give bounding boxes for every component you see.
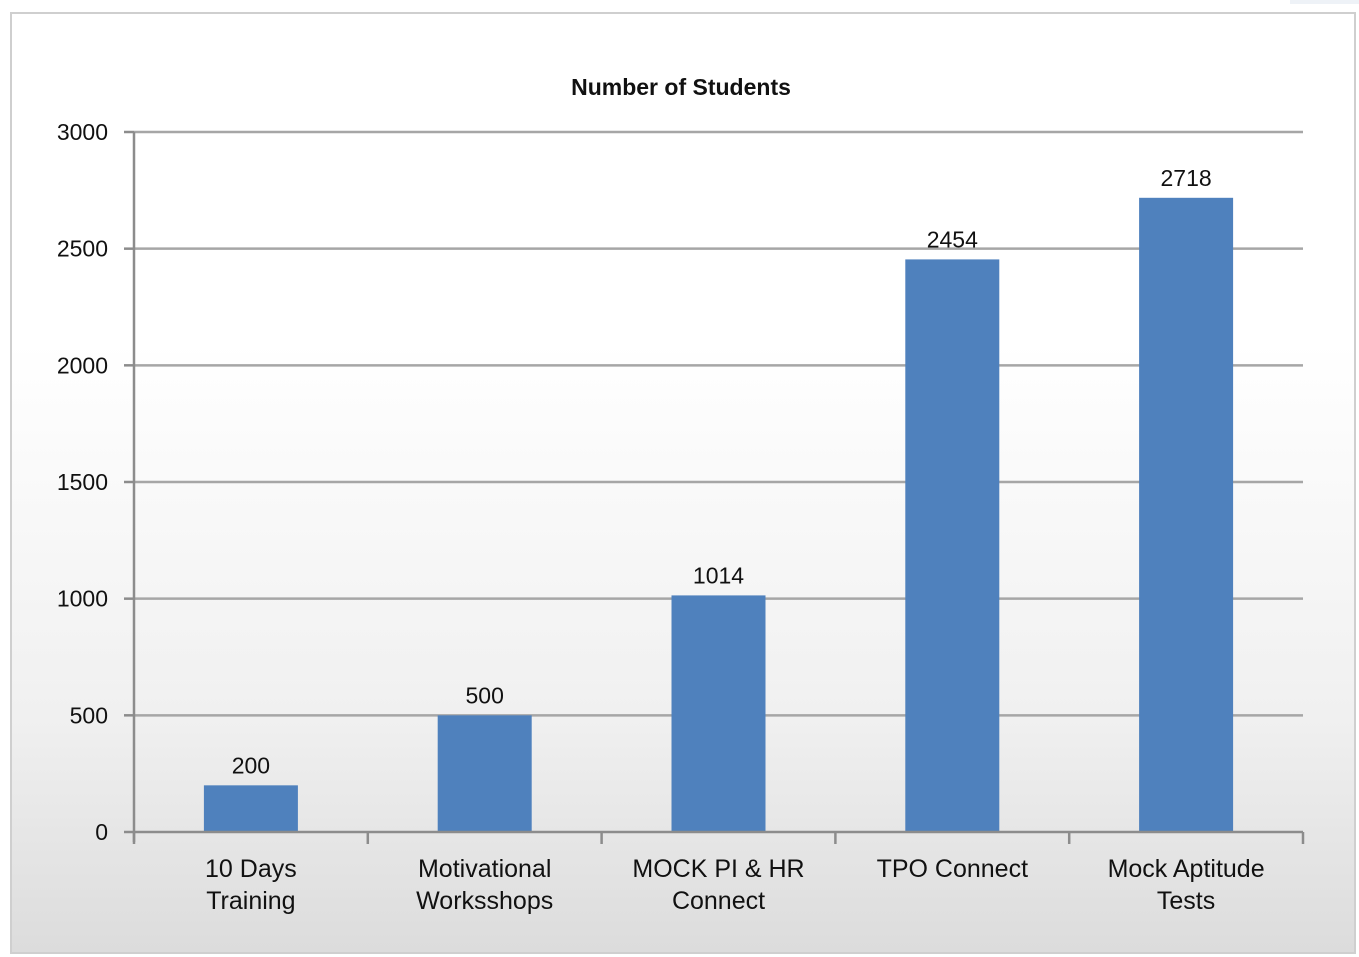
x-category-label: Motivational Worksshops — [416, 855, 553, 915]
x-category-label-line: Tests — [1157, 887, 1215, 915]
bar — [671, 595, 766, 832]
x-category-label: 10 Days Training — [205, 855, 297, 915]
y-tick-label: 500 — [70, 702, 108, 728]
x-category-label-line: TPO Connect — [877, 855, 1029, 883]
corner-mark — [1290, 0, 1359, 4]
x-category-label-line: Connect — [672, 887, 765, 915]
y-tick-label: 2000 — [57, 352, 108, 378]
x-category-label-line: Mock Aptitude — [1108, 855, 1265, 883]
bar — [1139, 197, 1234, 833]
x-category-label-line: Training — [206, 887, 295, 915]
data-label: 200 — [232, 752, 270, 778]
x-category-label-line: 10 Days — [205, 855, 297, 883]
data-label: 1014 — [693, 562, 744, 588]
chart-title: Number of Students — [571, 74, 791, 100]
y-tick-label: 0 — [95, 819, 108, 845]
y-tick-label: 1000 — [57, 586, 108, 612]
x-category-label: TPO Connect — [877, 855, 1029, 883]
x-category-label-line: Worksshops — [416, 887, 553, 915]
data-label: 2454 — [927, 226, 978, 252]
y-axis: 0 500 1000 1500 2000 2500 3000 — [57, 119, 136, 845]
bar — [905, 259, 1000, 832]
data-label: 500 — [466, 682, 504, 708]
x-category-label: Mock Aptitude Tests — [1108, 855, 1265, 915]
bar — [203, 785, 298, 832]
x-category-label-line: MOCK PI & HR — [632, 855, 804, 883]
x-category-label-line: Motivational — [418, 855, 551, 883]
x-axis: 10 Days Training Motivational Worksshops MOC… — [132, 830, 1305, 915]
y-tick-label: 2500 — [57, 236, 108, 262]
bar — [437, 715, 532, 832]
y-tick-label: 1500 — [57, 469, 108, 495]
x-category-label: MOCK PI & HR Connect — [632, 855, 804, 915]
bars: 200 500 1014 2454 2718 — [203, 165, 1234, 833]
y-tick-label: 3000 — [57, 119, 108, 145]
data-label: 2718 — [1161, 165, 1212, 191]
